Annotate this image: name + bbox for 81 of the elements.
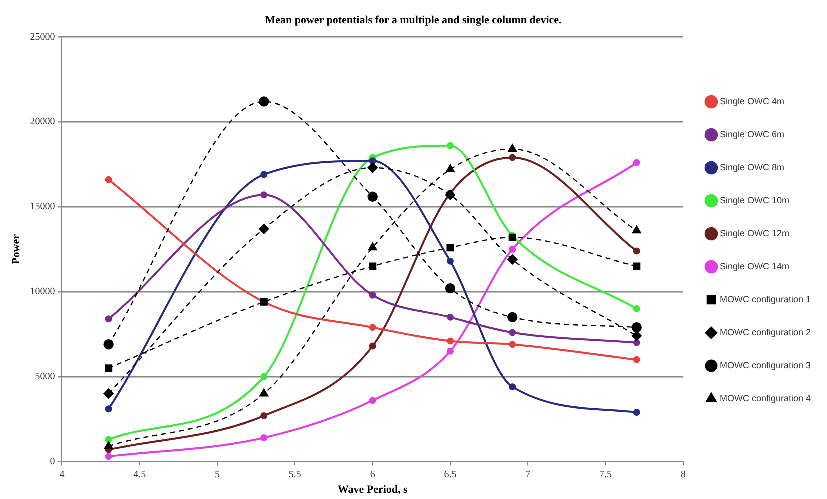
point	[105, 406, 112, 413]
point	[632, 331, 642, 342]
x-tick-label: 5	[215, 469, 220, 480]
point	[633, 248, 640, 255]
point	[633, 339, 640, 346]
legend-label: Single OWC 8m	[720, 162, 784, 172]
point	[369, 342, 376, 350]
x-tick-label: 7.5	[600, 469, 612, 480]
x-tick-label: 6.5	[444, 469, 457, 480]
y-tick-label: 15000	[30, 202, 56, 213]
point	[508, 144, 518, 152]
point	[509, 341, 516, 348]
point	[508, 254, 518, 265]
point	[368, 162, 378, 174]
point	[509, 246, 516, 253]
point	[509, 154, 516, 162]
point	[632, 226, 642, 234]
point	[259, 224, 270, 234]
point	[633, 356, 640, 364]
point	[632, 322, 642, 333]
point	[260, 412, 268, 420]
point	[260, 192, 268, 199]
legend-label: MOWC configuration 1	[720, 294, 812, 304]
x-tick-label: 5.5	[288, 469, 302, 480]
point	[445, 190, 456, 200]
x-tick-label: 4.5	[134, 469, 146, 480]
point	[446, 348, 454, 355]
x-tick-label: 6	[370, 469, 376, 480]
point	[446, 164, 455, 173]
point	[105, 436, 112, 444]
chart-title: Mean power potentials for a multiple and single column device.	[265, 14, 562, 26]
point	[446, 142, 454, 150]
point	[446, 258, 454, 265]
y-tick-label: 5000	[35, 372, 56, 383]
point	[105, 176, 112, 184]
legend-label: Single OWC 6m	[720, 129, 784, 140]
y-tick-label: 10000	[30, 286, 56, 298]
point	[369, 158, 376, 165]
legend-label: Single OWC 12m	[720, 228, 790, 238]
point	[369, 292, 376, 299]
point	[633, 159, 640, 166]
legend-label: Single OWC 14m	[720, 261, 790, 272]
point	[104, 441, 114, 450]
point	[104, 388, 114, 399]
legend-label: Single OWC 4m	[720, 96, 784, 106]
point	[368, 192, 378, 202]
point	[105, 364, 113, 372]
point	[446, 244, 454, 252]
x-axis-title: Wave Period, s	[338, 484, 409, 496]
x-tick-label: 7	[526, 469, 531, 480]
point	[105, 453, 112, 460]
y-tick-label: 20000	[30, 116, 56, 128]
point	[369, 262, 377, 270]
point	[368, 242, 378, 251]
point	[509, 329, 516, 336]
y-axis-title: Power	[10, 234, 22, 264]
x-tick-label: 4	[60, 469, 65, 480]
point	[260, 373, 268, 380]
legend-label: MOWC configuration 3	[720, 360, 812, 370]
point	[105, 316, 112, 323]
point	[369, 397, 376, 404]
y-tick-label: 25000	[30, 32, 56, 43]
point	[445, 283, 456, 294]
point	[260, 434, 268, 442]
point	[369, 324, 376, 332]
point	[446, 338, 454, 345]
point	[508, 312, 518, 323]
point	[260, 171, 268, 178]
point	[633, 409, 640, 416]
point	[633, 305, 640, 312]
point	[633, 262, 641, 270]
x-tick-label: 8	[680, 469, 686, 480]
point	[509, 384, 516, 391]
legend-label: MOWC configuration 2	[720, 327, 812, 338]
point	[104, 340, 114, 350]
point	[259, 96, 270, 107]
y-tick-label: 0	[50, 456, 56, 468]
point	[446, 314, 454, 321]
legend-label: Single OWC 10m	[720, 195, 790, 206]
point	[260, 388, 269, 397]
legend-label: MOWC configuration 4	[720, 393, 812, 404]
